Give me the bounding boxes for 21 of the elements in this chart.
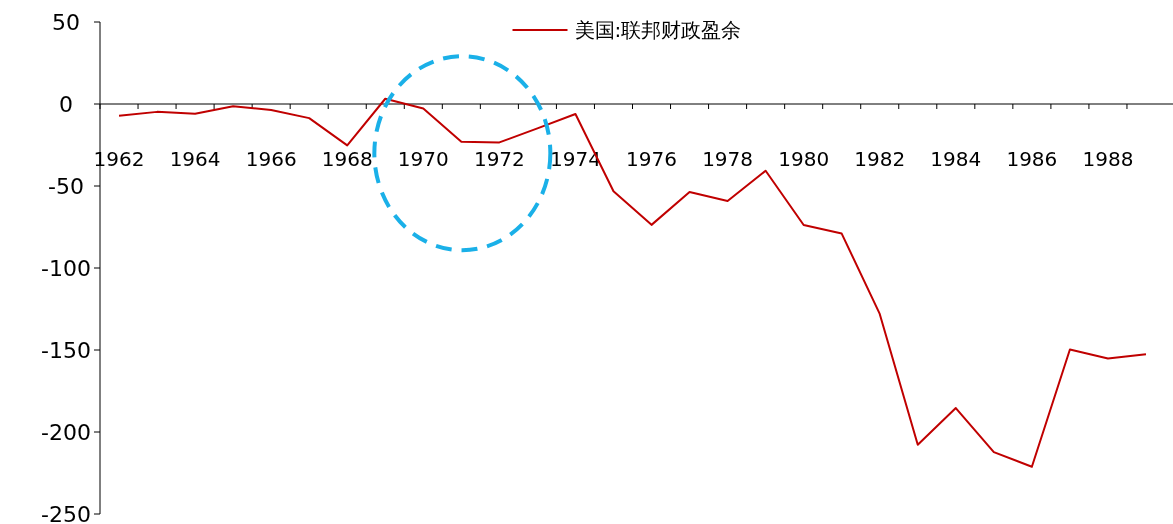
y-tick-label: -50 — [48, 174, 84, 199]
x-tick-label: 1970 — [397, 147, 449, 171]
y-tick-label: -100 — [41, 256, 91, 281]
y-tick-label: -200 — [41, 420, 91, 445]
legend-label: 美国:联邦财政盈余 — [574, 18, 742, 42]
x-tick-label: 1976 — [626, 147, 677, 171]
y-tick-label: 0 — [59, 92, 73, 117]
x-tick-label: 1980 — [778, 147, 830, 171]
y-tick-label: -150 — [41, 338, 91, 363]
y-tick-label: 50 — [52, 10, 80, 35]
x-tick-label: 1968 — [321, 147, 373, 171]
x-tick-label: 1978 — [702, 147, 754, 171]
x-tick-label: 1984 — [930, 147, 982, 171]
x-tick-label: 1988 — [1082, 147, 1134, 171]
y-tick-label: -250 — [41, 502, 91, 524]
x-tick-label: 1982 — [854, 147, 906, 171]
x-tick-label: 1964 — [169, 147, 221, 171]
x-tick-label: 1966 — [245, 147, 297, 171]
x-tick-label: 1986 — [1006, 147, 1058, 171]
x-tick-label: 1962 — [93, 147, 145, 171]
x-tick-label: 1972 — [473, 147, 525, 171]
